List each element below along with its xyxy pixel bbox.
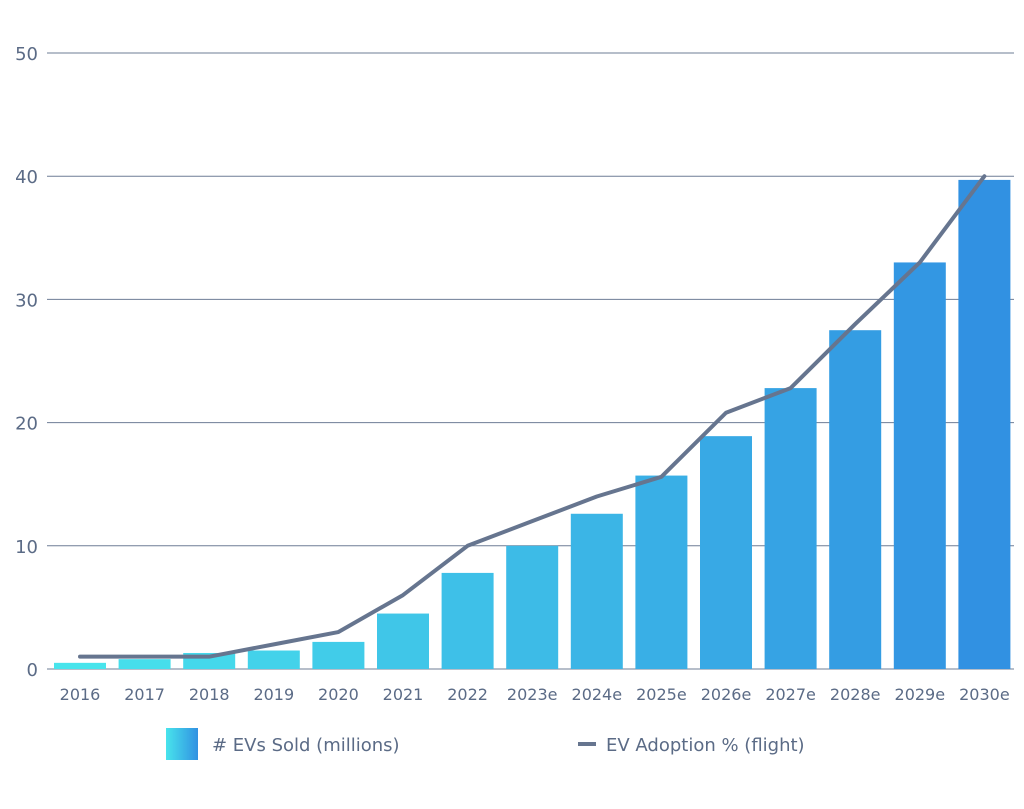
bar bbox=[893, 262, 946, 669]
x-tick-label: 2020 bbox=[318, 685, 359, 704]
x-tick-label: 2025e bbox=[636, 685, 687, 704]
legend-swatch-bars bbox=[166, 728, 198, 760]
line-point bbox=[854, 323, 856, 325]
y-axis-ticks: 0 10 20 30 40 50 bbox=[15, 44, 38, 681]
y-tick-label: 10 bbox=[15, 537, 38, 558]
x-tick-label: 2028e bbox=[830, 685, 881, 704]
line-point bbox=[208, 656, 210, 658]
x-tick-label: 2017 bbox=[124, 685, 165, 704]
y-tick-label: 50 bbox=[15, 44, 38, 65]
legend-item-bars: # EVs Sold (millions) bbox=[166, 728, 400, 760]
bar bbox=[247, 650, 300, 669]
x-tick-label: 2027e bbox=[765, 685, 816, 704]
y-tick-label: 0 bbox=[27, 660, 38, 681]
legend-item-line: EV Adoption % (flight) bbox=[578, 735, 805, 756]
line-point bbox=[531, 520, 533, 522]
bar bbox=[829, 330, 882, 669]
legend: # EVs Sold (millions) EV Adoption % (fli… bbox=[166, 728, 805, 760]
x-tick-label: 2030e bbox=[959, 685, 1010, 704]
line-point bbox=[983, 175, 985, 177]
bar bbox=[118, 659, 171, 669]
bar bbox=[54, 662, 106, 669]
x-tick-label: 2022 bbox=[447, 685, 488, 704]
line-point bbox=[660, 476, 662, 478]
x-tick-label: 2026e bbox=[701, 685, 752, 704]
line-point bbox=[144, 656, 146, 658]
y-tick-label: 40 bbox=[15, 167, 38, 188]
line-point bbox=[596, 496, 598, 498]
x-tick-label: 2019 bbox=[253, 685, 294, 704]
line-point bbox=[402, 594, 404, 596]
line-point bbox=[725, 412, 727, 414]
bar bbox=[506, 545, 559, 669]
line-point bbox=[273, 643, 275, 645]
legend-swatch-line bbox=[578, 742, 596, 746]
bar bbox=[635, 475, 688, 669]
line-point bbox=[467, 545, 469, 547]
bar-series bbox=[54, 179, 1011, 669]
bar bbox=[312, 641, 365, 669]
line-point bbox=[337, 631, 339, 633]
legend-label-bars: # EVs Sold (millions) bbox=[212, 735, 400, 756]
line-series bbox=[78, 174, 987, 659]
bar bbox=[700, 436, 752, 669]
x-tick-label: 2016 bbox=[60, 685, 101, 704]
bar bbox=[764, 388, 817, 669]
y-tick-label: 30 bbox=[15, 290, 38, 311]
x-tick-label: 2018 bbox=[189, 685, 230, 704]
x-tick-label: 2024e bbox=[572, 685, 623, 704]
x-axis-ticks: 2016 2017 2018 2019 2020 2021 2022 2023e 2024e 20… bbox=[60, 685, 1010, 704]
y-tick-label: 20 bbox=[15, 414, 38, 435]
bar bbox=[570, 513, 623, 669]
bar bbox=[958, 179, 1011, 669]
line-point bbox=[79, 656, 81, 658]
bar bbox=[377, 613, 429, 669]
x-tick-label: 2023e bbox=[507, 685, 558, 704]
line-point bbox=[790, 387, 792, 389]
x-tick-label: 2029e bbox=[895, 685, 946, 704]
bar bbox=[441, 572, 494, 669]
line-point bbox=[919, 261, 921, 263]
legend-label-line: EV Adoption % (flight) bbox=[606, 735, 805, 756]
x-tick-label: 2021 bbox=[383, 685, 424, 704]
